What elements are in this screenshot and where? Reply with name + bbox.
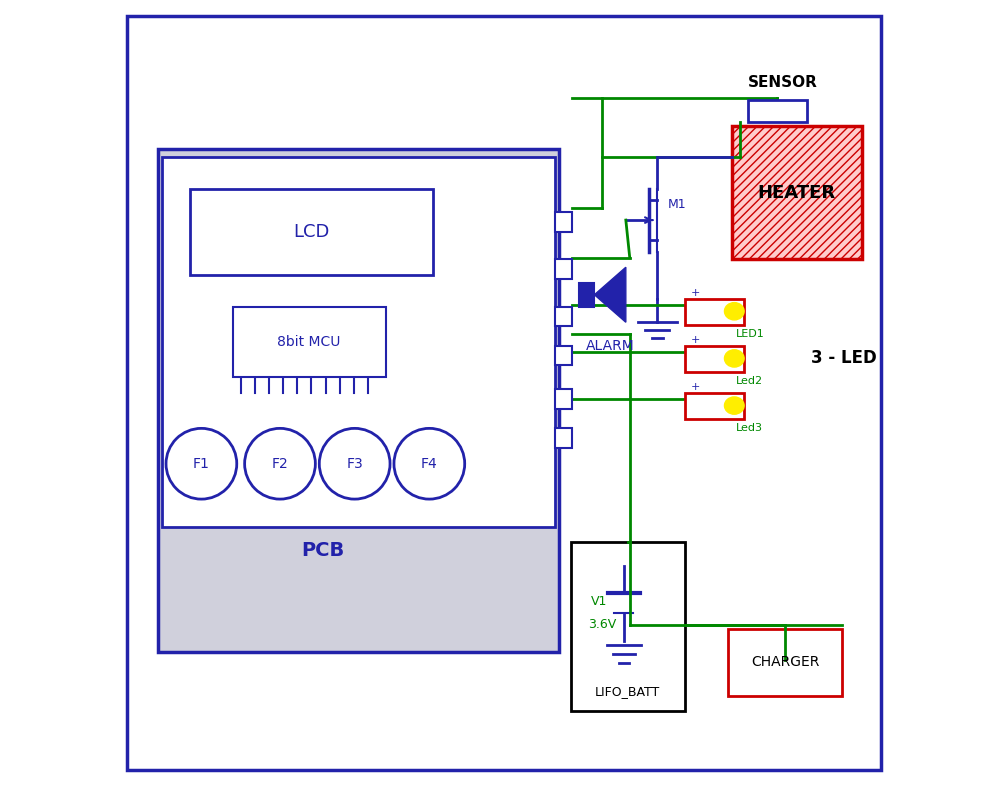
Bar bbox=[555, 428, 573, 448]
Text: Led3: Led3 bbox=[736, 424, 763, 433]
Text: HEATER: HEATER bbox=[758, 184, 836, 201]
Bar bbox=[732, 126, 862, 259]
Bar bbox=[555, 389, 573, 409]
Bar bbox=[748, 100, 806, 122]
Text: LCD: LCD bbox=[293, 223, 330, 241]
Bar bbox=[162, 157, 555, 527]
Bar bbox=[233, 307, 386, 377]
Text: CHARGER: CHARGER bbox=[751, 656, 820, 669]
Text: M1: M1 bbox=[667, 198, 686, 211]
Ellipse shape bbox=[725, 397, 744, 414]
Text: +: + bbox=[690, 383, 700, 392]
Text: F1: F1 bbox=[193, 457, 210, 471]
Text: F3: F3 bbox=[347, 457, 363, 471]
Text: SENSOR: SENSOR bbox=[748, 75, 817, 90]
Text: F2: F2 bbox=[271, 457, 288, 471]
Text: LED1: LED1 bbox=[736, 329, 765, 339]
Bar bbox=[684, 299, 744, 325]
Polygon shape bbox=[595, 267, 626, 322]
Bar bbox=[158, 149, 559, 652]
Bar bbox=[684, 346, 744, 372]
Bar bbox=[190, 189, 433, 275]
Bar bbox=[728, 629, 842, 696]
Text: +: + bbox=[690, 336, 700, 345]
Bar bbox=[555, 307, 573, 326]
Text: LIFO_BATT: LIFO_BATT bbox=[595, 685, 660, 698]
Text: 3.6V: 3.6V bbox=[588, 619, 616, 631]
Text: +: + bbox=[690, 288, 700, 298]
Text: 3 - LED: 3 - LED bbox=[810, 349, 876, 366]
Bar bbox=[555, 346, 573, 365]
Text: 8bit MCU: 8bit MCU bbox=[277, 335, 341, 349]
Bar bbox=[555, 259, 573, 279]
Ellipse shape bbox=[725, 350, 744, 367]
Text: PCB: PCB bbox=[301, 541, 345, 560]
Ellipse shape bbox=[725, 303, 744, 320]
Text: ALARM: ALARM bbox=[586, 339, 634, 353]
Text: Led2: Led2 bbox=[736, 376, 763, 386]
Bar bbox=[571, 542, 684, 711]
Text: V1: V1 bbox=[591, 595, 607, 608]
Bar bbox=[579, 283, 595, 307]
Bar bbox=[684, 393, 744, 419]
Text: F4: F4 bbox=[421, 457, 437, 471]
Bar bbox=[555, 212, 573, 232]
